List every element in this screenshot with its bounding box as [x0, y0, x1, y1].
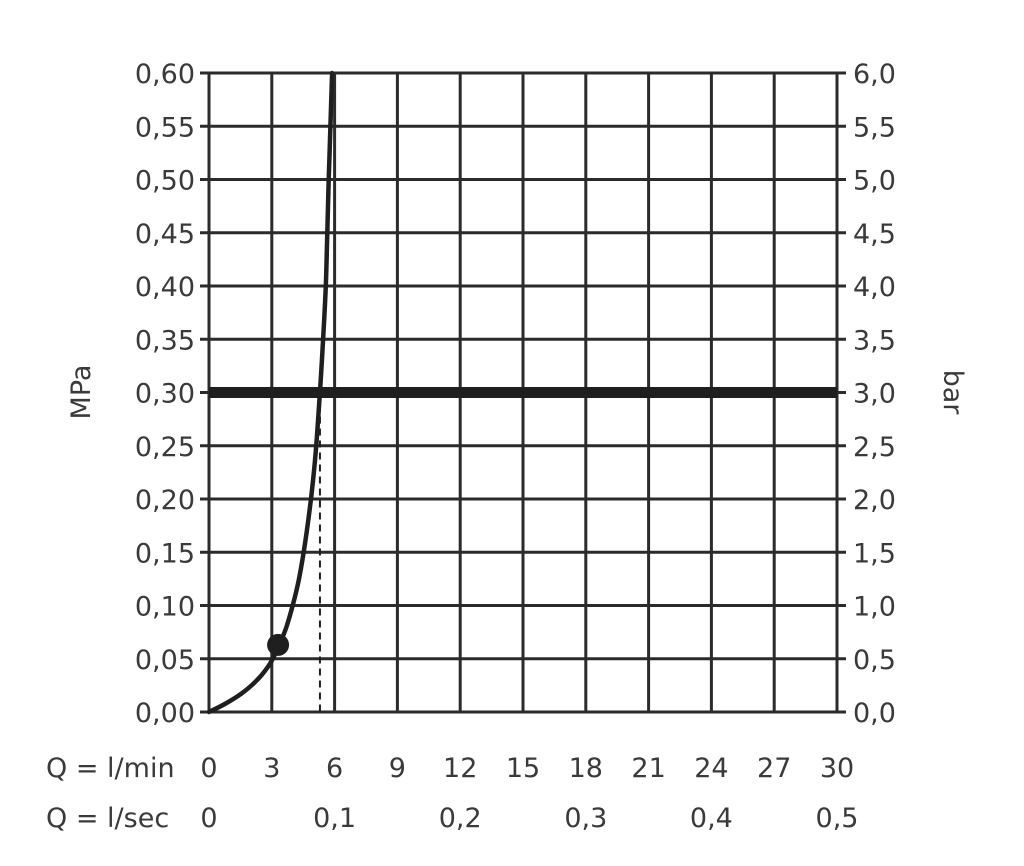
- y-tick-label-left: 0,30: [135, 379, 195, 410]
- y-tick-label-left: 0,20: [135, 485, 195, 516]
- flow-curve: [206, 70, 335, 715]
- y-tick-label-right: 5,5: [853, 112, 896, 143]
- x-tick-label-lsec: 0,1: [313, 803, 356, 834]
- x-tick-label-lmin: 9: [389, 753, 406, 784]
- y-tick-label-right: 1,5: [853, 538, 896, 569]
- y-tick-label-right: 6,0: [853, 59, 896, 90]
- y-tick-label-right: 3,5: [853, 325, 896, 356]
- y-tick-label-right: 4,0: [853, 272, 896, 303]
- x-tick-label-lsec: 0,3: [564, 803, 607, 834]
- x-tick-label-lmin: 30: [820, 753, 854, 784]
- y-tick-label-left: 0,05: [135, 645, 195, 676]
- x-tick-label-lmin: 27: [757, 753, 791, 784]
- y-tick-label-right: 2,0: [853, 485, 896, 516]
- y-tick-label-left: 0,35: [135, 325, 195, 356]
- x-tick-label-lmin: 3: [263, 753, 280, 784]
- x-tick-label-lmin: 0: [200, 753, 217, 784]
- x-tick-label-lmin: 21: [631, 753, 665, 784]
- curve-group: [206, 70, 837, 715]
- x-tick-label-lsec: 0,2: [439, 803, 482, 834]
- y-tick-label-right: 5,0: [853, 166, 896, 197]
- x-tick-label-lsec: 0,4: [690, 803, 733, 834]
- y-axis-right-title: bar: [937, 370, 968, 416]
- y-tick-label-left: 0,40: [135, 272, 195, 303]
- x-tick-label-lmin: 15: [506, 753, 540, 784]
- x-axis-row2-label: Q = l/sec: [46, 803, 169, 834]
- y-tick-label-right: 3,0: [853, 379, 896, 410]
- minimum-pressure-marker: [267, 633, 290, 656]
- x-tick-label-lmin: 6: [326, 753, 343, 784]
- y-tick-label-right: 4,5: [853, 219, 896, 250]
- y-tick-label-right: 0,5: [853, 645, 896, 676]
- y-tick-label-right: 0,0: [853, 698, 896, 729]
- y-tick-label-left: 0,60: [135, 59, 195, 90]
- left-tick-labels: 0,00 0,05 0,10 0,15 0,20 0,25 0,30 0,35 0,40 0,45…: [135, 59, 195, 729]
- y-tick-label-left: 0,00: [135, 698, 195, 729]
- x-tick-label-lmin: 12: [443, 753, 477, 784]
- x-tick-label-lmin: 24: [694, 753, 728, 784]
- x-tick-labels-lsec: 0 0,1 0,2 0,3 0,4 0,5: [200, 803, 858, 834]
- x-tick-labels-lmin: 0 3 6 9 12 15 18 21 24 27 30: [200, 753, 854, 784]
- x-tick-label-lsec: 0,5: [816, 803, 859, 834]
- x-tick-label-lsec: 0: [200, 803, 217, 834]
- x-tick-label-lmin: 18: [569, 753, 603, 784]
- x-axis-row1-label: Q = l/min: [46, 753, 175, 784]
- y-tick-label-right: 2,5: [853, 432, 896, 463]
- y-tick-label-left: 0,45: [135, 219, 195, 250]
- y-tick-label-right: 1,0: [853, 592, 896, 623]
- right-tick-labels: 0,0 0,5 1,0 1,5 2,0 2,5 3,0 3,5 4,0 4,5 5,0 5,5 6,0: [853, 59, 896, 729]
- y-tick-label-left: 0,50: [135, 166, 195, 197]
- y-tick-label-left: 0,55: [135, 112, 195, 143]
- y-tick-label-left: 0,15: [135, 538, 195, 569]
- y-axis-left-title: MPa: [66, 365, 97, 420]
- y-tick-label-left: 0,10: [135, 592, 195, 623]
- y-tick-label-left: 0,25: [135, 432, 195, 463]
